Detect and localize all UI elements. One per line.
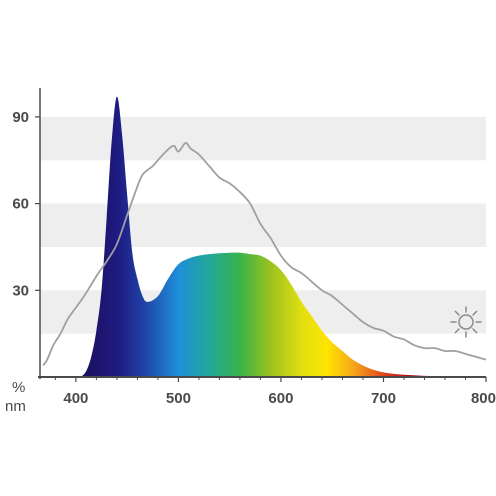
reference-line-layer <box>42 142 486 366</box>
x-tick-label-800: 800 <box>471 390 496 407</box>
y-tick-label-60: 60 <box>12 196 29 213</box>
x-tick-label-400: 400 <box>63 390 88 407</box>
spectrum-area-layer <box>81 96 486 377</box>
sun-icon-ray <box>454 310 460 316</box>
sun-icon-disc <box>458 314 474 330</box>
spectrum-area <box>81 96 486 377</box>
y-unit-label: % <box>12 379 25 396</box>
y-tick-label-90: 90 <box>12 109 29 126</box>
sun-icon-ray <box>472 328 478 334</box>
grid-band-90 <box>40 116 486 161</box>
x-tick-label-700: 700 <box>371 390 396 407</box>
sun-icon <box>450 306 482 338</box>
daylight-reference-line <box>42 142 486 366</box>
x-unit-label: nm <box>5 398 26 415</box>
x-tick-label-600: 600 <box>268 390 293 407</box>
y-tick-label-30: 30 <box>12 282 29 299</box>
sun-icon-ray <box>454 328 460 334</box>
sun-icon-ray <box>472 310 478 316</box>
x-tick-label-500: 500 <box>166 390 191 407</box>
axes <box>38 88 486 379</box>
tick-labels: 400 500 600 700 800 30 60 90 <box>12 109 496 407</box>
